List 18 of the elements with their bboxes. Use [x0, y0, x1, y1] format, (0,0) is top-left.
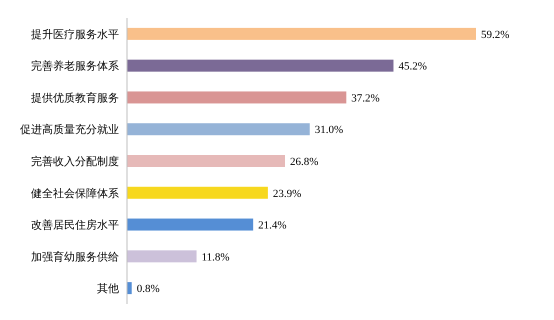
y-tick-label: 健全社会保障体系 — [31, 186, 119, 200]
y-tick-label: 加强育幼服务供给 — [31, 250, 119, 264]
data-label: 45.2% — [398, 60, 427, 73]
y-tick-label: 其他 — [97, 282, 119, 296]
data-label: 0.8% — [136, 283, 160, 296]
data-label: 11.8% — [202, 251, 230, 264]
data-label: 26.8% — [290, 156, 318, 168]
y-tick-label: 促进高质量充分就业 — [20, 123, 119, 136]
data-label: 21.4% — [258, 220, 287, 232]
y-tick-label: 完善收入分配制度 — [31, 155, 119, 168]
data-label: 37.2% — [351, 92, 380, 104]
y-tick-label: 完善养老服务体系 — [31, 60, 119, 73]
data-label: 31.0% — [314, 124, 344, 136]
y-tick-label: 改善居民住房水平 — [31, 218, 119, 232]
y-tick-label: 提升医疗服务水平 — [31, 28, 119, 41]
data-label: 23.9% — [272, 188, 302, 200]
data-label: 59.2% — [481, 28, 510, 41]
y-tick-label: 提供优质教育服务 — [31, 91, 119, 104]
